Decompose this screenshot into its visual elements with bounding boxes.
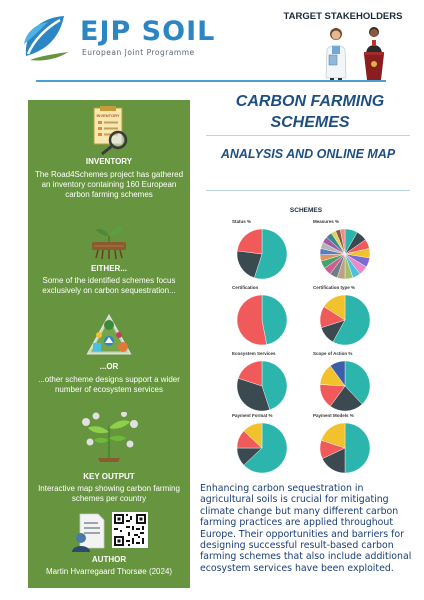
stakeholders-illustration — [325, 27, 384, 80]
key-output-heading: KEY OUTPUT — [83, 472, 135, 481]
speaker-at-podium-icon — [364, 27, 384, 80]
ejp-soil-leaf-icon — [24, 16, 68, 61]
pie-slice — [261, 294, 288, 345]
soil-sprout-icon — [92, 226, 126, 260]
pie-title-certification-type: Certification type % — [313, 285, 356, 290]
title-divider — [206, 135, 410, 136]
schemes-heading: SCHEMES — [289, 207, 323, 214]
pie-slice — [236, 294, 267, 346]
pie-chart-certification — [236, 294, 288, 346]
pie-slice — [320, 422, 346, 449]
pie-chart-ecosystem-services — [236, 360, 288, 412]
pie-slice — [261, 360, 288, 411]
summary-paragraph: Enhancing carbon sequestration in agricu… — [200, 483, 412, 574]
pie-slice — [323, 294, 346, 321]
either-text: Some of the identified schemes focus exc… — [42, 276, 176, 295]
key-output-text: Interactive map showing carbon farming s… — [38, 484, 180, 503]
inventory-text: The Road4Schemes project has gathered an… — [34, 170, 184, 199]
pie-chart-scope-of-action — [319, 360, 371, 412]
scientist-figure-icon — [325, 28, 347, 80]
author-heading: AUTHOR — [91, 555, 127, 564]
ecosystem-services-icon — [86, 313, 132, 355]
pie-slice — [344, 360, 371, 405]
pie-slice — [330, 385, 363, 412]
pie-title-ecosystem-services: Ecosystem Services — [232, 351, 276, 356]
pie-chart-payment-format — [236, 422, 288, 474]
pie-chart-measures — [319, 228, 371, 280]
subtitle: ANALYSIS AND ONLINE MAP — [220, 147, 396, 161]
or-text: ...other scheme designs support a wider … — [38, 375, 180, 394]
or-heading: ...OR — [99, 362, 119, 371]
pie-slice — [236, 228, 263, 255]
pie-slice — [254, 228, 288, 280]
pie-title-payment-models: Payment Models % — [313, 413, 354, 418]
subtitle-divider — [206, 190, 410, 191]
author-text: Martin Hvarregaard Thorsøe (2024) — [45, 567, 173, 576]
pie-title-scope-of-action: Scope of Action % — [313, 351, 353, 356]
header-divider — [36, 80, 386, 82]
logo-title: EJP SOIL — [80, 16, 216, 47]
pie-title-payment-format: Payment Format % — [232, 413, 273, 418]
pie-slice — [236, 378, 270, 412]
pie-slice — [344, 422, 371, 474]
main-title: CARBON FARMING SCHEMES — [235, 93, 385, 131]
inventory-clipboard-icon: INVENTORY — [93, 106, 128, 156]
inventory-sheet-label: INVENTORY — [96, 113, 119, 118]
pie-slice — [339, 228, 346, 255]
either-heading: EITHER... — [90, 264, 127, 273]
inventory-heading: INVENTORY — [85, 157, 133, 166]
pie-chart-payment-models — [319, 422, 371, 474]
pie-chart-status — [236, 228, 288, 280]
ejp-soil-logo: EJP SOIL European Joint Programme — [20, 10, 214, 65]
author-document-icon — [72, 513, 105, 552]
pie-title-certification: Certification — [232, 285, 259, 290]
pie-slice — [330, 360, 346, 387]
pie-slice — [332, 294, 371, 346]
pie-slice — [243, 422, 288, 474]
target-stakeholders-heading: TARGET STAKEHOLDERS — [283, 11, 403, 22]
pie-chart-certification-type — [319, 294, 371, 346]
pie-slice — [237, 360, 263, 387]
growing-coins-plant-icon — [82, 412, 138, 462]
pie-slice — [243, 422, 263, 449]
pie-title-measures: Measures % — [313, 219, 340, 224]
pie-title-status: Status % — [232, 219, 252, 224]
pie-slice — [236, 250, 263, 279]
qr-code-icon[interactable] — [112, 512, 148, 548]
summary-panel: INVENTORY INVENTORY The Road4Schemes pro… — [28, 100, 190, 588]
logo-subtitle: European Joint Programme — [82, 48, 195, 57]
